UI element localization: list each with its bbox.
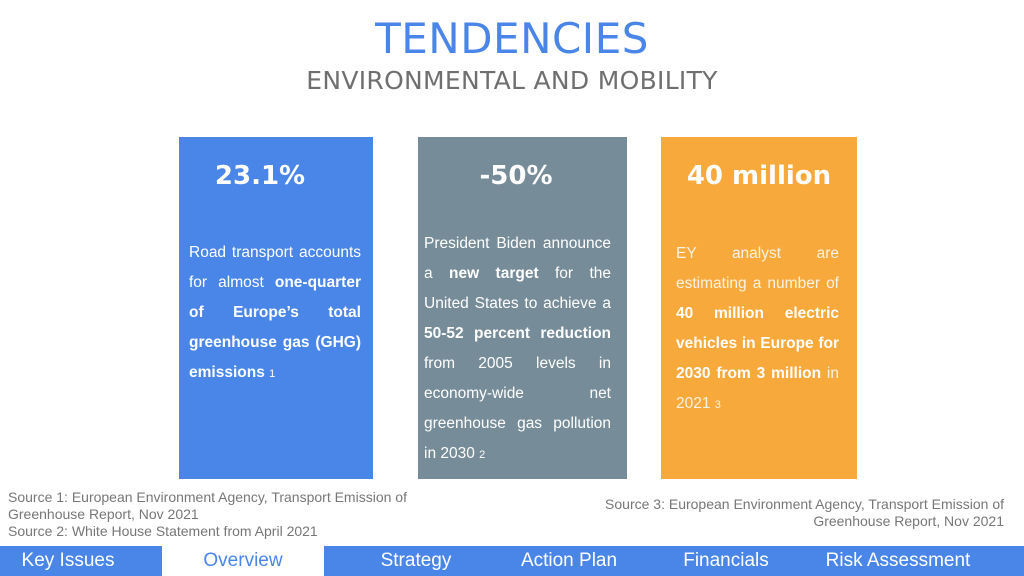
stat-value: 23.1% [214, 161, 306, 191]
description-text: from 2005 levels in economy-wide net gre… [424, 355, 611, 462]
source-note-1: Source 1: European Environment Agency, T… [8, 489, 407, 522]
nav-item-financials[interactable]: Financials [683, 550, 769, 571]
description-text: Road transport accounts for almost [189, 244, 361, 291]
nav-item-risk-assessment[interactable]: Risk Assessment [825, 550, 971, 571]
source-notes-left: Source 1: European Environment Agency, T… [8, 489, 478, 540]
footnote-marker: 1 [269, 368, 276, 380]
description-text: for the United States to achieve a [424, 265, 612, 312]
footnote-marker: 3 [714, 399, 721, 411]
description-highlight: new target [449, 265, 539, 282]
source-note-3: Source 3: European Environment Agency, T… [605, 496, 1004, 529]
footnote-marker: 2 [479, 449, 486, 461]
description-text: in 2021 [676, 365, 839, 412]
stat-card-us-target: -50% President Biden announce a new targ… [418, 137, 627, 479]
nav-item-key-issues[interactable]: Key Issues [21, 550, 115, 571]
stat-card-road-transport: 23.1% Road transport accounts for almost… [179, 137, 373, 479]
stat-card-electric-vehicles: 40 million EY analyst are estimating a n… [661, 137, 857, 479]
source-note-2: Source 2: White House Statement from Apr… [8, 523, 318, 539]
nav-item-action-plan[interactable]: Action Plan [520, 550, 618, 571]
page-title: TENDENCIES [375, 14, 649, 63]
description-text: President Biden announce a [424, 235, 611, 282]
page-subtitle: ENVIRONMENTAL AND MOBILITY [306, 66, 718, 95]
stat-value: 40 million [686, 161, 832, 191]
nav-item-strategy[interactable]: Strategy [380, 550, 452, 571]
stat-description: Road transport accounts for almost one-q… [189, 238, 361, 389]
description-highlight: one-quarter of Europe’s total greenhouse… [189, 274, 361, 381]
nav-item-overview[interactable]: Overview [162, 546, 324, 576]
description-text: EY analyst are estimating a number of [676, 245, 839, 292]
description-highlight: 50-52 percent reduction [424, 325, 611, 342]
stat-value: -50% [479, 161, 553, 191]
description-highlight: 40 million electric vehicles in Europe f… [676, 305, 839, 382]
stat-description: President Biden announce a new target fo… [424, 229, 611, 470]
stat-description: EY analyst are estimating a number of 40… [676, 239, 839, 420]
bottom-nav: Key Issues Overview Strategy Action Plan… [0, 546, 1024, 576]
